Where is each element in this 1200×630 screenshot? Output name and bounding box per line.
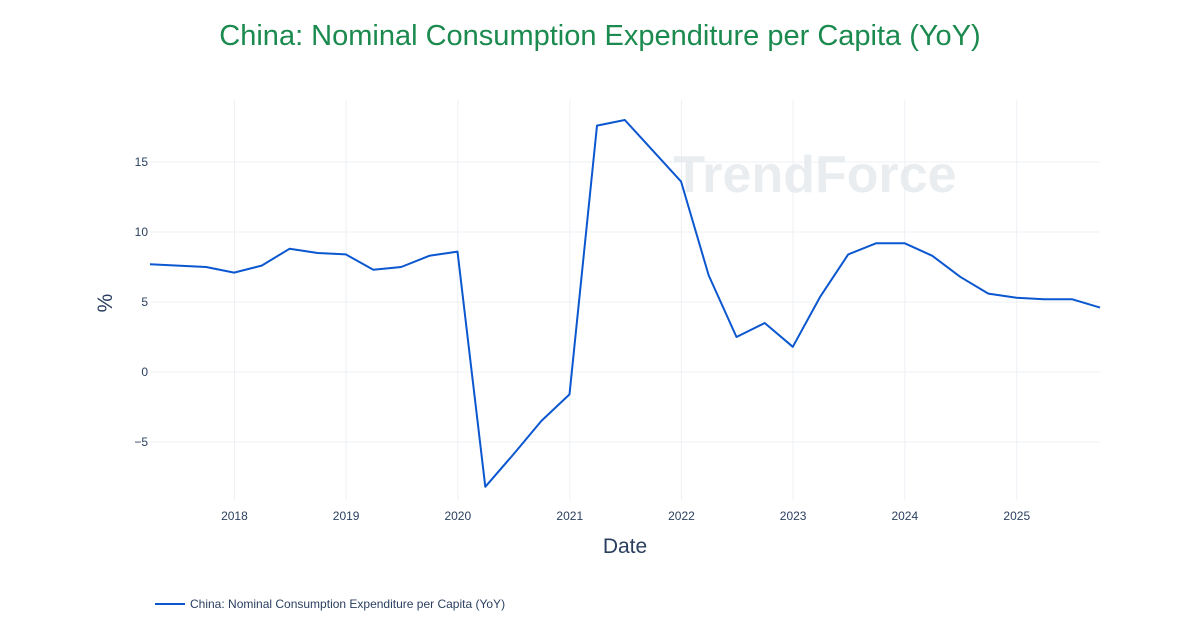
y-tick-label: −5 (134, 435, 148, 449)
y-tick-label: 15 (135, 155, 149, 169)
y-tick-label: 10 (135, 225, 149, 239)
x-axis-title: Date (603, 535, 647, 558)
x-tick-label: 2023 (780, 509, 807, 523)
legend[interactable]: China: Nominal Consumption Expenditure p… (155, 596, 505, 612)
grid-layer (150, 100, 1100, 500)
x-tick-label: 2020 (444, 509, 471, 523)
x-tick-label: 2024 (891, 509, 918, 523)
watermark-text: TrendForce (673, 146, 956, 204)
series-line[interactable] (149, 119, 1101, 488)
x-tick-label: 2021 (556, 509, 583, 523)
legend-swatch (155, 603, 185, 605)
legend-label: China: Nominal Consumption Expenditure p… (190, 597, 506, 611)
y-tick-label: 0 (141, 365, 148, 379)
chart-title: China: Nominal Consumption Expenditure p… (219, 20, 981, 52)
line-layer (149, 119, 1101, 488)
x-tick-label: 2022 (668, 509, 695, 523)
y-tick-label: 5 (141, 295, 148, 309)
x-tick-label: 2019 (333, 509, 360, 523)
x-tick-label: 2018 (221, 509, 248, 523)
y-axis-title: % (94, 294, 117, 313)
x-tick-label: 2025 (1003, 509, 1030, 523)
label-layer: −5 0 5 10 15 2018 2019 2020 2021 2022 2023 2024 2025 (134, 155, 1030, 523)
